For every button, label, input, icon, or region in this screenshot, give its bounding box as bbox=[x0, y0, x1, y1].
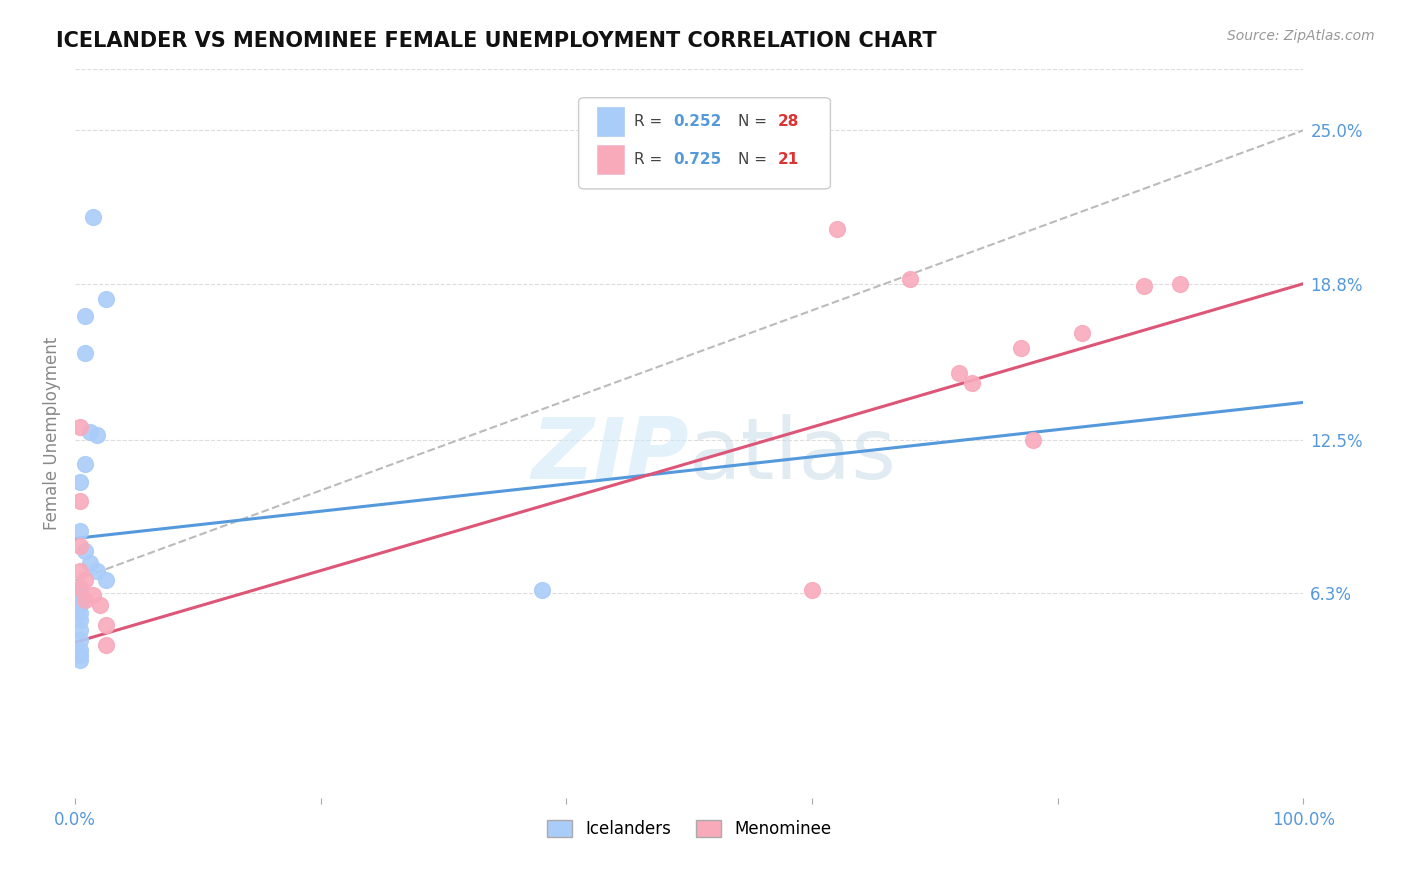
Point bbox=[960, 376, 983, 390]
FancyBboxPatch shape bbox=[598, 145, 624, 174]
Point bbox=[94, 574, 117, 588]
Point bbox=[69, 581, 91, 595]
Point bbox=[69, 583, 91, 598]
Point bbox=[825, 222, 848, 236]
Point bbox=[82, 588, 104, 602]
Point bbox=[69, 475, 91, 489]
Point bbox=[69, 539, 91, 553]
Point bbox=[69, 588, 91, 602]
Point bbox=[948, 366, 970, 380]
Point bbox=[898, 271, 921, 285]
Point bbox=[73, 309, 96, 323]
Point bbox=[73, 346, 96, 360]
Point bbox=[69, 494, 91, 508]
Point bbox=[69, 653, 91, 667]
Point bbox=[69, 623, 91, 637]
Text: R =: R = bbox=[634, 153, 666, 167]
Point bbox=[69, 632, 91, 647]
Point bbox=[73, 593, 96, 607]
Point bbox=[1132, 279, 1154, 293]
Text: 21: 21 bbox=[778, 153, 799, 167]
Point bbox=[89, 599, 111, 613]
Text: N =: N = bbox=[738, 153, 772, 167]
Point bbox=[1010, 341, 1032, 355]
Point bbox=[69, 613, 91, 627]
Text: Source: ZipAtlas.com: Source: ZipAtlas.com bbox=[1227, 29, 1375, 43]
Point bbox=[69, 648, 91, 662]
Point bbox=[69, 588, 91, 602]
Point bbox=[69, 420, 91, 434]
Point bbox=[1170, 277, 1192, 291]
Point bbox=[69, 564, 91, 578]
Legend: Icelanders, Menominee: Icelanders, Menominee bbox=[540, 813, 838, 845]
Point bbox=[79, 556, 101, 570]
Point bbox=[79, 425, 101, 439]
Point bbox=[82, 210, 104, 224]
Point bbox=[1071, 326, 1094, 340]
Point bbox=[69, 606, 91, 620]
Point bbox=[69, 593, 91, 607]
Text: ICELANDER VS MENOMINEE FEMALE UNEMPLOYMENT CORRELATION CHART: ICELANDER VS MENOMINEE FEMALE UNEMPLOYME… bbox=[56, 31, 936, 51]
Point bbox=[69, 524, 91, 538]
Point bbox=[94, 618, 117, 632]
Point bbox=[530, 583, 553, 598]
Text: N =: N = bbox=[738, 114, 772, 129]
Text: ZIP: ZIP bbox=[531, 414, 689, 497]
Point bbox=[801, 583, 824, 598]
Text: atlas: atlas bbox=[689, 414, 897, 497]
Point bbox=[69, 593, 91, 607]
Point bbox=[73, 457, 96, 471]
Point bbox=[73, 544, 96, 558]
Point bbox=[86, 427, 108, 442]
Y-axis label: Female Unemployment: Female Unemployment bbox=[44, 336, 60, 530]
Point bbox=[69, 583, 91, 598]
Point bbox=[73, 574, 96, 588]
Text: 0.252: 0.252 bbox=[673, 114, 721, 129]
Point bbox=[69, 599, 91, 613]
Point bbox=[69, 642, 91, 657]
FancyBboxPatch shape bbox=[598, 107, 624, 136]
Text: 28: 28 bbox=[778, 114, 799, 129]
Point bbox=[86, 564, 108, 578]
Text: 0.725: 0.725 bbox=[673, 153, 721, 167]
Point bbox=[1022, 433, 1045, 447]
Text: R =: R = bbox=[634, 114, 666, 129]
Point bbox=[94, 292, 117, 306]
Point bbox=[94, 638, 117, 652]
FancyBboxPatch shape bbox=[579, 98, 831, 189]
